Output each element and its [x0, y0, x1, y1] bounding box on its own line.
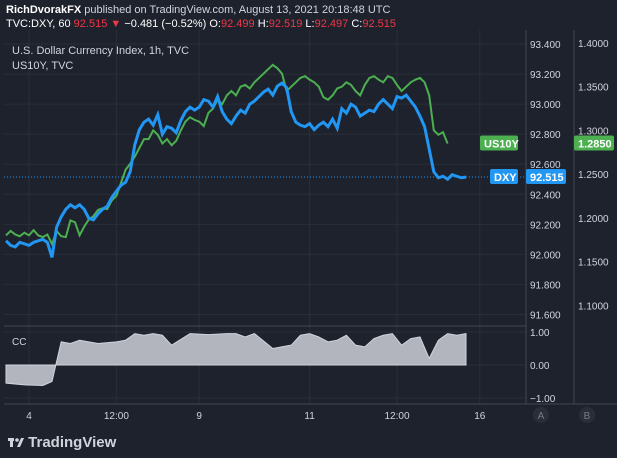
price-badges: US10Y DXY 92.515 1.2850 [480, 135, 614, 184]
time-tick-label: 9 [196, 411, 202, 422]
us10y-tag-bg [480, 135, 518, 151]
us10y-axis-tick-label: 1.4000 [578, 39, 609, 50]
us10y-axis-ticks: 1.1000 1.1500 1.2000 1.2500 1.3000 1.3500 1.40… [578, 39, 609, 312]
publish-line: RichDvorakFX published on TradingView.co… [6, 4, 390, 16]
us10y-axis-tick-label: 1.3500 [578, 83, 609, 94]
close-label: C: [351, 18, 363, 30]
us10y-axis-tick-label: 1.2500 [578, 170, 609, 181]
time-tick-label: 16 [474, 411, 486, 422]
symbol-line: TVC:DXY, 60 92.515 ▼ −0.481 (−0.52%) O:9… [6, 18, 396, 30]
high-label: H: [257, 18, 269, 30]
low-label: L: [305, 18, 315, 30]
price-change: −0.481 (−0.52%) [124, 18, 207, 30]
dxy-tag-bg [490, 168, 518, 184]
change-arrow-icon: ▼ [110, 18, 122, 30]
open-value: 92.499 [220, 18, 255, 30]
us10y-last-price-badge: 1.2850 [578, 139, 612, 151]
time-tick-label: 12:00 [384, 411, 409, 422]
dxy-last-price-badge: 92.515 [530, 172, 564, 184]
chart-title: U.S. Dollar Currency Index, 1h, TVC [12, 45, 189, 57]
publisher-name[interactable]: RichDvorakFX [6, 4, 82, 16]
symbol-label[interactable]: TVC:DXY, 60 [6, 18, 71, 30]
cc-axis-tick-label: −1.00 [530, 394, 556, 405]
high-value: 92.519 [268, 18, 303, 30]
published-text: published on TradingView.com, August 13,… [84, 4, 391, 16]
us10y-tag: US10Y [484, 139, 520, 151]
us10y-series-line [5, 63, 449, 247]
scale-a-label: A [538, 411, 545, 422]
dxy-axis-tick-label: 91.600 [530, 310, 561, 321]
overlay-label: US10Y, TVC [12, 60, 73, 72]
dxy-axis-tick-label: 93.200 [530, 70, 561, 81]
dxy-axis-ticks: 91.600 91.800 92.000 92.200 92.400 92.600 92.8… [530, 40, 561, 321]
scale-b-button[interactable] [579, 407, 595, 423]
main-grid [4, 43, 526, 315]
cc-axis-tick-label: 0.00 [530, 361, 550, 372]
dxy-last-price-badge-bg [526, 168, 566, 184]
dxy-axis-tick-label: 92.600 [530, 160, 561, 171]
dxy-axis-tick-label: 93.400 [530, 40, 561, 51]
dxy-tag: DXY [494, 172, 517, 184]
low-value: 92.497 [314, 18, 349, 30]
cc-axis-ticks: −1.00 0.00 1.00 [530, 328, 556, 405]
cc-area-plot [5, 333, 467, 386]
chart-canvas[interactable]: 91.600 91.800 92.000 92.200 92.400 92.600 92.8… [0, 0, 617, 428]
scale-a-button[interactable] [533, 407, 549, 423]
us10y-axis-tick-label: 1.2000 [578, 214, 609, 225]
chart-header: RichDvorakFX published on TradingView.co… [0, 0, 617, 24]
us10y-axis-tick-label: 1.3000 [578, 126, 609, 137]
open-label: O: [209, 18, 221, 30]
time-axis-ticks: 4 12:00 9 11 12:00 16 [26, 411, 486, 422]
tradingview-logo-icon [8, 438, 24, 447]
us10y-axis-tick-label: 1.1500 [578, 258, 609, 269]
time-tick-label: 4 [26, 411, 32, 422]
dxy-series-line [4, 81, 467, 258]
last-price: 92.515 [73, 18, 108, 30]
time-tick-label: 12:00 [104, 411, 129, 422]
dxy-axis-tick-label: 93.000 [530, 100, 561, 111]
cc-area [5, 333, 467, 386]
time-tick-label: 11 [304, 411, 315, 422]
dxy-axis-tick-label: 92.200 [530, 220, 561, 231]
indicator-label: CC [12, 337, 26, 348]
dxy-axis-tick-label: 92.800 [530, 130, 561, 141]
cc-axis-tick-label: 1.00 [530, 328, 550, 339]
us10y-last-price-badge-bg [574, 135, 614, 151]
dxy-axis-tick-label: 92.000 [530, 250, 561, 261]
brand-name: TradingView [28, 434, 117, 451]
scale-b-label: B [584, 411, 591, 422]
close-value: 92.515 [362, 18, 396, 30]
footer: TradingView [0, 428, 617, 458]
dxy-axis-tick-label: 92.400 [530, 190, 561, 201]
dxy-axis-tick-label: 91.800 [530, 280, 561, 291]
us10y-axis-tick-label: 1.1000 [578, 301, 609, 312]
tradingview-logo[interactable]: TradingView [8, 434, 116, 451]
price-lines [4, 63, 467, 258]
